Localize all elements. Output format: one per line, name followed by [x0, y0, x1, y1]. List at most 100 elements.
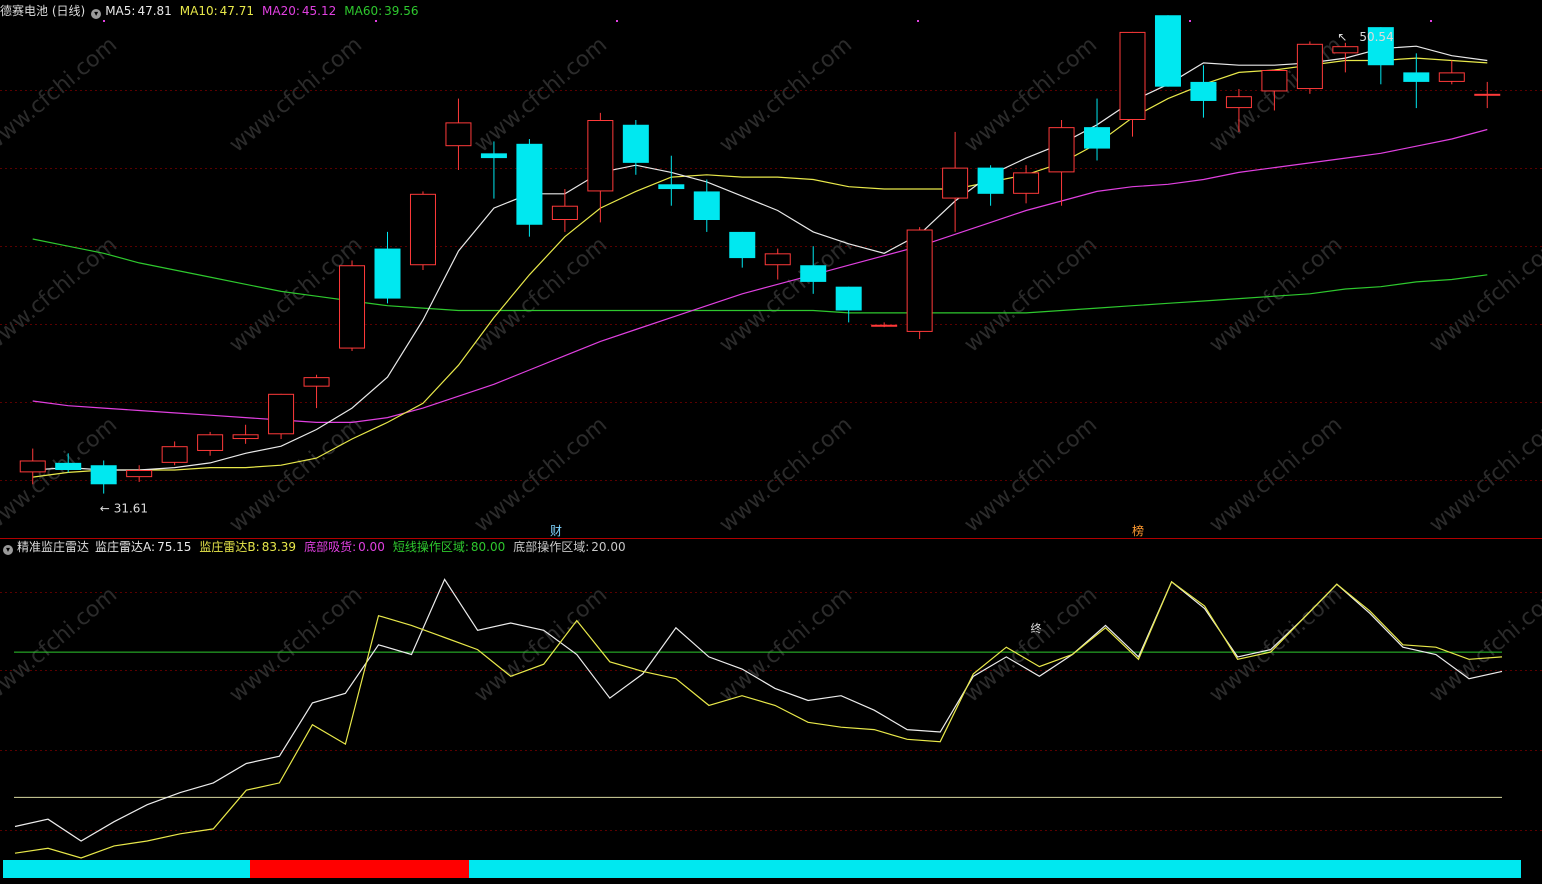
candle-body	[1296, 43, 1323, 90]
watermark-text: www.cfchi.com	[470, 412, 612, 537]
candle-body	[693, 191, 720, 220]
watermark-text: www.cfchi.com	[1205, 412, 1347, 537]
candle-body	[1190, 81, 1217, 101]
candle-body	[232, 434, 259, 440]
candle-body	[268, 393, 295, 435]
ma60-value: 39.56	[384, 4, 419, 18]
candle-body	[409, 193, 436, 266]
candle-body	[942, 167, 969, 199]
candlestick-series	[19, 15, 1501, 494]
top-tick	[917, 20, 919, 22]
watermark-text: www.cfchi.com	[0, 32, 122, 157]
bang-marker: 榜	[1132, 523, 1144, 538]
candle-body	[871, 324, 898, 327]
high-price-label: 50.54	[1359, 30, 1393, 44]
candle-body	[1154, 15, 1181, 87]
candle-body	[587, 120, 614, 192]
ma20-value: 45.12	[301, 4, 337, 18]
ma60-line	[32, 238, 1488, 314]
radar-a-label: 监庄雷达A:	[95, 540, 156, 554]
candle-body	[1403, 72, 1430, 82]
bottom-buy-value: 0.00	[358, 540, 385, 554]
top-tick	[1430, 20, 1432, 22]
watermark-text: www.cfchi.com	[1425, 232, 1542, 357]
watermark-text: www.cfchi.com	[1425, 412, 1542, 537]
candle-body	[906, 229, 933, 332]
ma60-label: MA60:	[344, 4, 383, 18]
chevron-down-icon[interactable]: ▾	[3, 545, 13, 555]
candle-body	[374, 248, 401, 299]
signal-bar	[3, 860, 1521, 878]
watermark-text: www.cfchi.com	[1205, 32, 1347, 157]
top-tick	[1189, 20, 1191, 22]
short-zone-label: 短线操作区域:	[392, 540, 469, 554]
watermark-text: www.cfchi.com	[1205, 232, 1347, 357]
candle-body	[480, 153, 507, 159]
low-price-arrow: ←	[100, 502, 110, 516]
stock-name: 德赛电池 (日线)	[0, 4, 86, 18]
bottom-buy-label: 底部吸货:	[304, 540, 357, 554]
candle-body	[658, 184, 685, 190]
candle-body	[1367, 27, 1394, 66]
watermark-text: www.cfchi.com	[225, 32, 367, 157]
watermark-text: www.cfchi.com	[960, 32, 1102, 157]
watermark-text: www.cfchi.com	[0, 232, 122, 357]
top-tick	[103, 20, 105, 22]
candle-body	[1013, 172, 1040, 194]
indicator-name: 精准监庄雷达	[17, 540, 90, 554]
radar-b-value: 83.39	[261, 540, 297, 554]
candle-body	[339, 265, 366, 349]
candle-body	[445, 122, 472, 147]
candle-body	[516, 143, 543, 225]
high-price-arrow: ↖	[1337, 30, 1347, 44]
candle-body	[1332, 46, 1359, 54]
ma20-line	[32, 128, 1488, 423]
watermark-text: www.cfchi.com	[225, 582, 367, 707]
candle-body	[729, 231, 756, 259]
candle-body	[1261, 70, 1288, 92]
candle-body	[55, 462, 82, 470]
signal-segment	[469, 860, 1521, 878]
watermark-text: www.cfchi.com	[960, 232, 1102, 357]
ma5-line	[32, 45, 1488, 471]
candle-body	[1474, 93, 1501, 96]
candle-body	[161, 446, 188, 463]
candle-body	[1119, 31, 1146, 120]
top-tick	[375, 20, 377, 22]
radar-a-value: 75.15	[157, 540, 192, 554]
candle-body	[90, 465, 117, 485]
watermark-text: www.cfchi.com	[470, 582, 612, 707]
candle-body	[1225, 96, 1252, 109]
chevron-down-icon[interactable]: ▾	[91, 9, 102, 19]
watermark-text: www.cfchi.com	[715, 412, 857, 537]
candle-body	[197, 434, 224, 451]
grid-lines	[0, 20, 1542, 831]
price-header: 德赛电池 (日线) ▾ MA5: 47.81 MA10: 47.71 MA20: 45.12 M…	[0, 2, 423, 20]
watermark-text: www.cfchi.com	[1425, 582, 1542, 707]
ma10-line	[32, 57, 1488, 478]
radar-b-label: 监庄雷达B:	[199, 540, 260, 554]
candle-body	[1438, 72, 1465, 82]
signal-segment	[250, 860, 469, 878]
ma10-value: 47.71	[219, 4, 255, 18]
ma5-value: 47.81	[137, 4, 172, 18]
candle-body	[835, 286, 862, 311]
markers-layer: ← 31.61 ↖ 50.54 财 榜终	[100, 30, 1394, 635]
candle-body	[1048, 127, 1075, 173]
candle-body	[977, 167, 1004, 194]
candle-body	[126, 470, 153, 478]
watermark-text: www.cfchi.com	[715, 32, 857, 157]
bottom-zone-value: 20.00	[591, 540, 626, 554]
short-zone-value: 80.00	[470, 540, 506, 554]
watermark-text: www.cfchi.com	[715, 582, 857, 707]
sub-marker: 终	[1031, 621, 1042, 635]
candle-body	[764, 253, 791, 266]
signal-segment	[3, 860, 250, 878]
cai-marker: 财	[550, 524, 562, 538]
candle-body	[551, 205, 578, 220]
watermark-layer: www.cfchi.com www.cfchi.com www.cfchi.com w…	[0, 32, 1542, 707]
ma20-label: MA20:	[262, 4, 300, 18]
ma10-label: MA10:	[179, 4, 218, 18]
watermark-text: www.cfchi.com	[0, 582, 122, 707]
